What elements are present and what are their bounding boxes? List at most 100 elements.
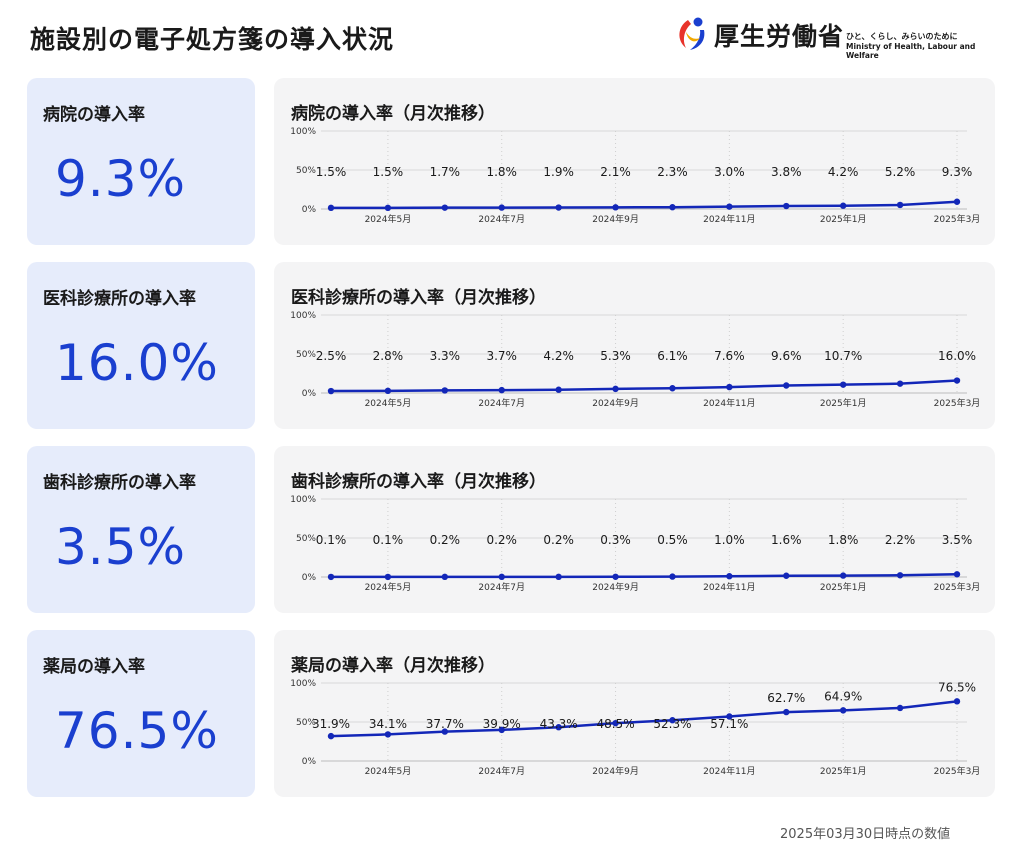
y-tick-label: 100% <box>290 311 316 321</box>
data-point <box>555 573 562 581</box>
logo-name: 厚生労働省 <box>714 22 845 51</box>
x-tick-label: 2024年9月 <box>592 397 639 409</box>
data-label: 57.1% <box>710 717 748 731</box>
x-tick-label: 2024年11月 <box>703 765 755 777</box>
y-tick-label: 100% <box>290 679 316 689</box>
data-label: 1.8% <box>486 165 517 179</box>
data-point <box>726 713 733 720</box>
data-point <box>669 385 676 392</box>
chart-card-dental-clinic: 歯科診療所の導入率（月次推移） 100% 50% 0% 0.1% 0.1% 0.2% 0.2… <box>274 446 995 613</box>
data-point <box>612 573 619 580</box>
y-tick-label: 0% <box>302 573 317 583</box>
data-point <box>498 726 505 734</box>
data-point <box>783 708 790 716</box>
data-label: 2.1% <box>600 165 631 179</box>
y-tick-label: 50% <box>296 166 316 176</box>
data-label: 64.9% <box>824 689 862 703</box>
section-dental-clinic: 歯科診療所の導入率 3.5% 歯科診療所の導入率（月次推移） 100% 50% 0%… <box>27 446 995 613</box>
y-tick-label: 0% <box>302 205 317 215</box>
data-point <box>384 731 392 738</box>
data-label: 0.2% <box>430 533 461 547</box>
data-point <box>612 719 619 727</box>
data-label: 34.1% <box>369 717 407 731</box>
data-point <box>896 704 904 712</box>
data-label: 3.8% <box>771 165 802 179</box>
y-tick-label: 50% <box>296 534 316 544</box>
data-label: 1.6% <box>771 533 802 547</box>
chart-title: 薬局の導入率（月次推移） <box>291 656 495 676</box>
data-label: 1.5% <box>316 165 347 179</box>
data-label: 37.7% <box>426 717 464 731</box>
data-point <box>441 204 449 211</box>
kpi-label: 病院の導入率 <box>43 105 145 125</box>
data-point <box>726 573 733 580</box>
data-label: 31.9% <box>312 717 350 731</box>
data-label: 52.3% <box>653 717 691 731</box>
line-chart-pharmacy: 100% 50% 0% 31.9% 34.1% 37.7% 39.9% 43.3% 48.5% 5… <box>290 679 980 777</box>
data-label: 3.3% <box>430 349 461 363</box>
x-tick-label: 2024年11月 <box>703 397 755 409</box>
data-point <box>896 572 904 579</box>
data-point <box>669 573 676 580</box>
footnote: 2025年03月30日時点の数値 <box>780 827 951 842</box>
data-label: 1.5% <box>373 165 404 179</box>
data-label: 3.7% <box>486 349 517 363</box>
data-point <box>441 573 449 581</box>
data-point <box>327 573 335 581</box>
data-point <box>384 387 392 395</box>
data-point <box>839 202 847 209</box>
x-tick-label: 2024年7月 <box>478 213 525 225</box>
x-tick-label: 2024年5月 <box>365 765 412 777</box>
x-tick-label: 2024年7月 <box>478 581 525 593</box>
data-label: 5.3% <box>600 349 631 363</box>
data-label: 48.5% <box>596 717 634 731</box>
data-point <box>498 386 505 394</box>
data-point <box>839 707 847 714</box>
x-tick-label: 2024年11月 <box>703 581 755 593</box>
data-label: 2.2% <box>885 533 916 547</box>
data-point <box>555 724 562 731</box>
y-tick-label: 100% <box>290 495 316 505</box>
data-point <box>669 204 676 211</box>
data-label: 10.7% <box>824 349 862 363</box>
kpi-label: 医科診療所の導入率 <box>43 289 196 309</box>
page-title: 施設別の電子処方箋の導入状況 <box>30 25 395 54</box>
x-tick-label: 2025年1月 <box>820 765 867 777</box>
data-point <box>669 717 676 724</box>
kpi-value: 3.5% <box>55 518 187 576</box>
data-point <box>441 728 449 735</box>
data-point <box>612 385 619 393</box>
data-label: 76.5% <box>938 680 976 694</box>
kpi-card-hospital: 病院の導入率 9.3% <box>27 78 255 245</box>
chart-title: 歯科診療所の導入率（月次推移） <box>291 472 546 492</box>
data-point <box>839 572 847 579</box>
x-tick-label: 2025年3月 <box>934 397 981 409</box>
x-tick-label: 2024年7月 <box>478 765 525 777</box>
data-point <box>555 204 562 211</box>
y-tick-label: 50% <box>296 350 316 360</box>
chart-title: 病院の導入率（月次推移） <box>291 104 495 124</box>
data-point <box>327 732 335 740</box>
mhlw-logo-icon <box>679 17 705 50</box>
data-point <box>783 202 790 210</box>
data-label: 3.5% <box>942 533 973 547</box>
chart-card-pharmacy: 薬局の導入率（月次推移） 100% 50% 0% 31.9% 34.1% 37.7% 39.… <box>274 630 995 797</box>
x-tick-label: 2025年3月 <box>934 581 981 593</box>
data-point <box>726 203 733 210</box>
data-point <box>953 377 961 384</box>
section-pharmacy: 薬局の導入率 76.5% 薬局の導入率（月次推移） 100% 50% 0% 31.9%… <box>27 630 995 797</box>
data-label: 0.1% <box>373 533 404 547</box>
chart-card-hospital: 病院の導入率（月次推移） 100% 50% 0% 1.5% 1.5% 1.7% 1.8% 1.… <box>274 78 995 245</box>
line-chart-dental-clinic: 100% 50% 0% 0.1% 0.1% 0.2% 0.2% 0.2% 0.3% 0.5% 1.0… <box>290 495 981 593</box>
data-point <box>498 204 505 211</box>
data-label: 16.0% <box>938 349 976 363</box>
data-label: 1.8% <box>828 533 859 547</box>
data-label: 43.3% <box>540 717 578 731</box>
data-label: 39.9% <box>483 717 521 731</box>
data-point <box>896 201 904 209</box>
data-label: 4.2% <box>543 349 574 363</box>
logo-english: Ministry of Health, Labour and Welfare <box>846 42 976 60</box>
section-medical-clinic: 医科診療所の導入率 16.0% 医科診療所の導入率（月次推移） 100% 50% 0… <box>27 262 995 429</box>
data-label: 4.2% <box>828 165 859 179</box>
chart-title: 医科診療所の導入率（月次推移） <box>291 288 546 308</box>
